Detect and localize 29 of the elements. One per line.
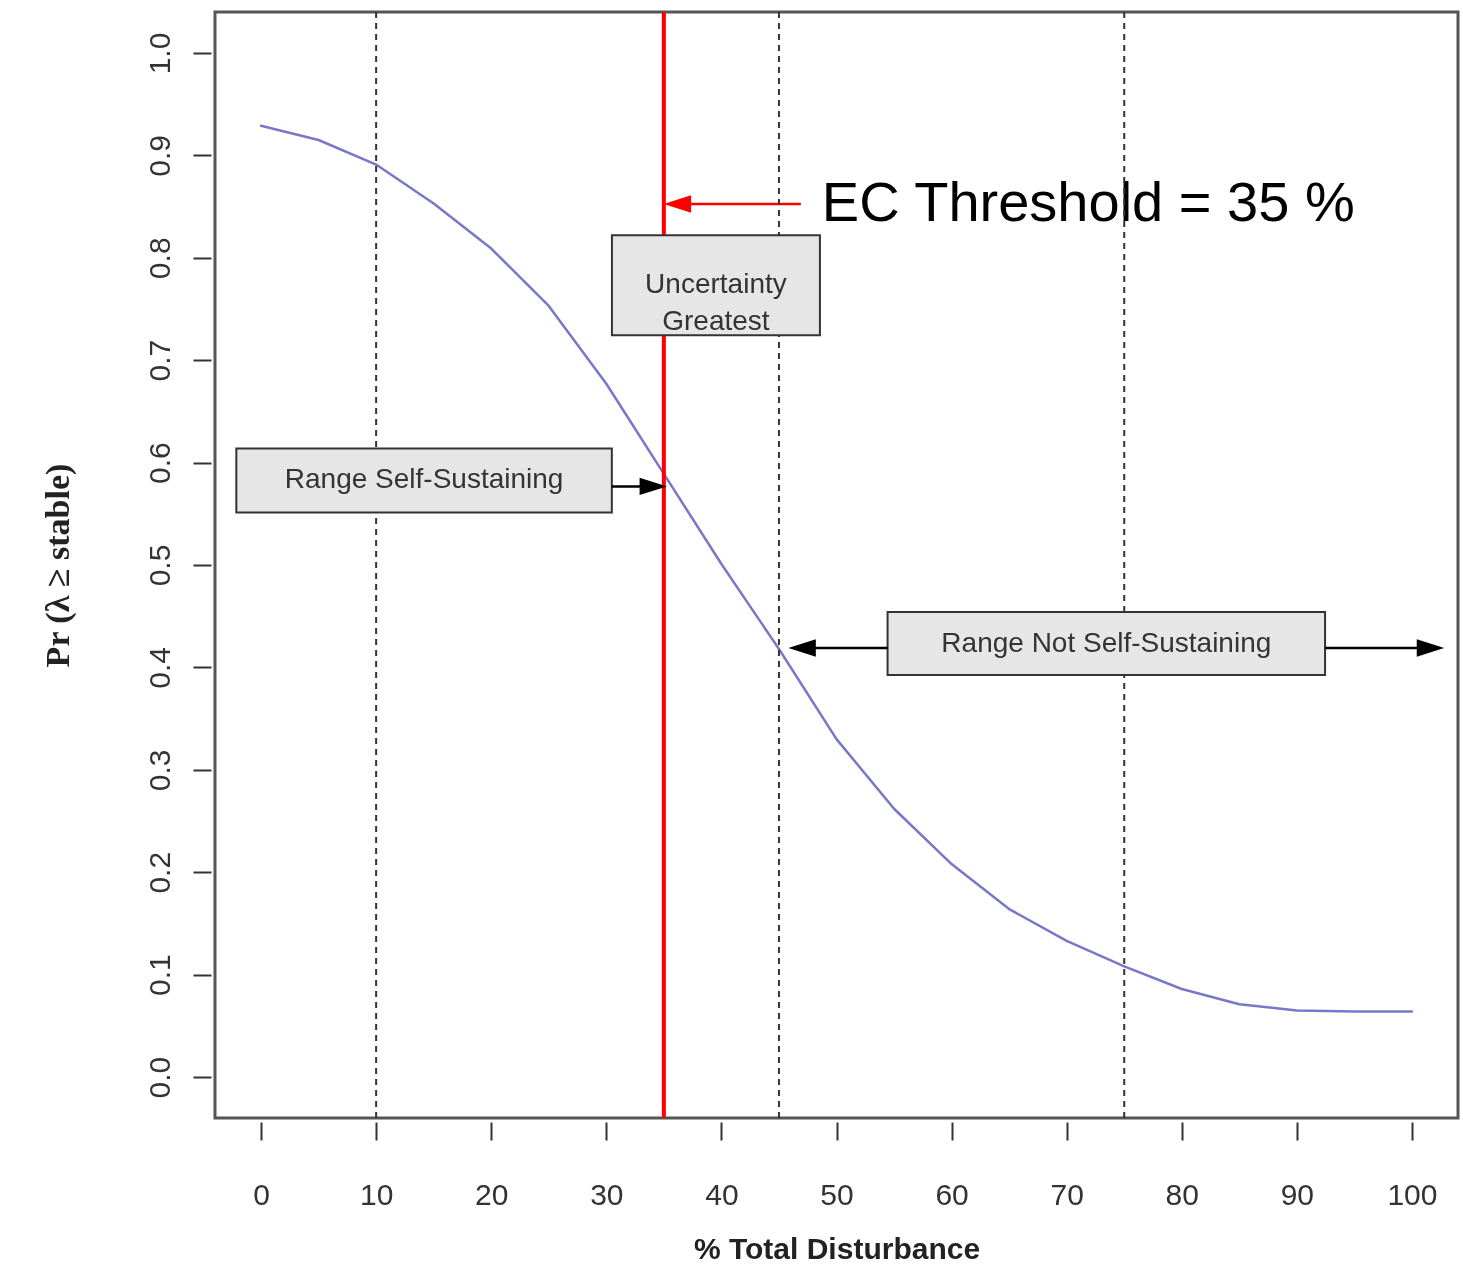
y-tick-label: 0.6 [142, 442, 176, 484]
x-tick-label: 90 [1280, 1177, 1315, 1211]
x-tick-label: 70 [1050, 1177, 1084, 1211]
x-tick-label: 30 [590, 1177, 624, 1211]
x-tick-label: 60 [935, 1177, 969, 1211]
y-tick-label: 0.0 [142, 1056, 176, 1099]
line-series [259, 124, 1414, 1013]
y-tick-label: 0.1 [142, 954, 176, 996]
x-tick-label: 80 [1165, 1177, 1199, 1211]
x-tick-label: 100 [1387, 1177, 1438, 1211]
x-tick-label: 20 [475, 1177, 509, 1211]
y-tick-label: 0.7 [142, 339, 176, 382]
y-tick-label: 0.4 [142, 647, 176, 689]
x-tick-label: 0 [253, 1177, 270, 1211]
y-tick-label: 0.9 [142, 135, 176, 177]
y-axis-title: Pr (λ ≥ stable) [38, 463, 77, 668]
x-tick-label: 40 [705, 1177, 739, 1211]
annotation: Range Self-Sustaining [284, 463, 564, 495]
y-tick-label: 0.8 [142, 237, 176, 280]
annotation: Range Not Self-Sustaining [941, 626, 1272, 658]
y-tick-label: 0.3 [142, 749, 176, 792]
annotation: Uncertainty Greatest [645, 268, 787, 336]
x-tick-label: 50 [820, 1177, 854, 1211]
ref-line-label: EC Threshold = 35 % [821, 170, 1355, 233]
x-tick-label: 10 [359, 1177, 394, 1211]
x-axis-title: % Total Disturbance [693, 1231, 981, 1265]
y-tick-label: 0.5 [142, 544, 176, 587]
y-tick-label: 1.0 [142, 32, 176, 75]
y-tick-label: 0.2 [142, 851, 176, 894]
